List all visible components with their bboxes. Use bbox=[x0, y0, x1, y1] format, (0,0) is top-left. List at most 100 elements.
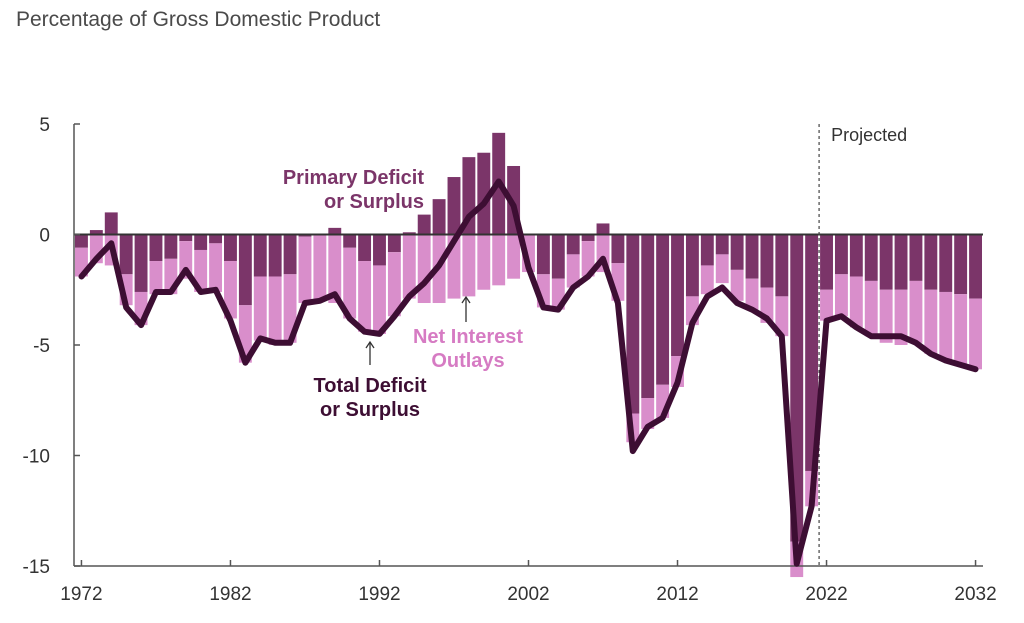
interest-bar bbox=[253, 276, 267, 341]
interest-bar bbox=[373, 265, 386, 334]
chart-subtitle: Percentage of Gross Domestic Product bbox=[16, 8, 381, 31]
interest-bar bbox=[343, 247, 357, 319]
primary-bar bbox=[834, 234, 848, 275]
interest-bar bbox=[924, 289, 938, 354]
interest-bar bbox=[283, 274, 297, 343]
interest-bar bbox=[402, 234, 416, 299]
interest-bar bbox=[849, 276, 863, 328]
primary-bar bbox=[924, 234, 938, 290]
interest-bar bbox=[358, 261, 372, 332]
primary-bar bbox=[179, 234, 193, 242]
primary-bar bbox=[864, 234, 878, 281]
primary-bar bbox=[447, 177, 461, 235]
primary-bar bbox=[238, 234, 252, 306]
interest-bar bbox=[581, 241, 595, 277]
interest-bar bbox=[387, 252, 401, 317]
primary-bar bbox=[551, 234, 565, 279]
interest-bar bbox=[224, 261, 237, 319]
primary-bar bbox=[745, 234, 759, 279]
primary-bar bbox=[879, 234, 893, 290]
interest-bar bbox=[462, 234, 476, 297]
interest-bar bbox=[641, 398, 655, 429]
x-tick-label: 2012 bbox=[656, 584, 698, 605]
primary-bar bbox=[149, 234, 163, 262]
y-tick-label: -10 bbox=[23, 447, 50, 468]
total-arrow-head bbox=[365, 340, 375, 349]
primary-bar bbox=[224, 234, 237, 262]
primary-bar bbox=[387, 234, 401, 253]
primary-bar bbox=[209, 234, 223, 244]
primary-bar bbox=[402, 232, 416, 235]
primary-bar bbox=[671, 234, 684, 357]
primary-bar bbox=[775, 234, 789, 297]
interest-bar bbox=[477, 234, 491, 290]
primary-bar bbox=[373, 234, 386, 266]
primary-bar bbox=[805, 234, 819, 471]
x-tick-label: 1992 bbox=[358, 584, 400, 605]
interest-bar bbox=[939, 291, 953, 361]
primary-bar bbox=[417, 214, 431, 235]
primary-bar bbox=[790, 234, 804, 542]
primary-bar bbox=[283, 234, 297, 275]
interest-bar bbox=[909, 280, 923, 343]
primary-bar bbox=[700, 234, 714, 266]
y-tick-label: -15 bbox=[23, 557, 50, 578]
primary-bar bbox=[939, 234, 953, 292]
interest-bar bbox=[775, 296, 789, 337]
total-deficit-line bbox=[78, 178, 979, 567]
annotations-layer: Primary Deficit or Surplus Net Interest Out… bbox=[283, 167, 524, 421]
bars-layer bbox=[75, 132, 982, 578]
interest-bar bbox=[492, 234, 506, 286]
interest-bar bbox=[879, 289, 893, 343]
primary-bar bbox=[432, 199, 446, 235]
primary-bar bbox=[253, 234, 267, 277]
interest-arrow-head bbox=[461, 295, 471, 304]
x-tick-label: 2002 bbox=[507, 584, 549, 605]
primary-bar bbox=[343, 234, 357, 248]
interest-bar bbox=[745, 278, 759, 310]
interest-bar bbox=[149, 261, 163, 295]
interest-bar bbox=[954, 294, 968, 365]
primary-bar bbox=[730, 234, 744, 270]
primary-bar bbox=[581, 234, 595, 242]
x-tick-label: 2032 bbox=[954, 584, 996, 605]
primary-bar bbox=[715, 234, 729, 255]
primary-bar bbox=[596, 223, 610, 235]
primary-bar bbox=[820, 234, 833, 290]
primary-bar bbox=[536, 234, 550, 275]
interest-bar bbox=[268, 276, 282, 345]
primary-bar bbox=[134, 234, 148, 292]
primary-bar bbox=[194, 234, 208, 250]
primary-bar bbox=[268, 234, 282, 277]
primary-bar bbox=[89, 230, 103, 235]
interest-bar bbox=[894, 289, 908, 345]
interest-bar bbox=[864, 280, 878, 337]
y-tick-label: 5 bbox=[39, 115, 50, 136]
interest-bar bbox=[820, 289, 833, 321]
interest-label: Net Interest Outlays bbox=[413, 326, 523, 372]
interest-bar bbox=[209, 243, 223, 292]
interest-bar bbox=[730, 269, 744, 301]
primary-bar bbox=[760, 234, 774, 288]
projected-label: Projected bbox=[831, 125, 907, 145]
primary-bar bbox=[894, 234, 908, 290]
x-tick-label: 1982 bbox=[209, 584, 251, 605]
primary-bar bbox=[358, 234, 372, 262]
primary-bar bbox=[477, 152, 491, 235]
interest-bar bbox=[507, 234, 521, 279]
interest-bar bbox=[313, 234, 327, 301]
total-label: Total Deficit or Surplus bbox=[314, 375, 427, 421]
y-tick-label: 0 bbox=[39, 226, 50, 247]
primary-bar bbox=[685, 234, 699, 297]
primary-bar bbox=[104, 212, 118, 235]
interest-bar bbox=[417, 234, 431, 304]
primary-bar bbox=[566, 234, 580, 255]
primary-bar bbox=[954, 234, 968, 295]
primary-bar bbox=[328, 227, 342, 235]
primary-bar bbox=[611, 234, 625, 264]
y-tick-label: -5 bbox=[33, 336, 50, 357]
primary-bar bbox=[626, 234, 640, 414]
primary-bar bbox=[164, 234, 178, 259]
interest-bar bbox=[700, 265, 714, 295]
